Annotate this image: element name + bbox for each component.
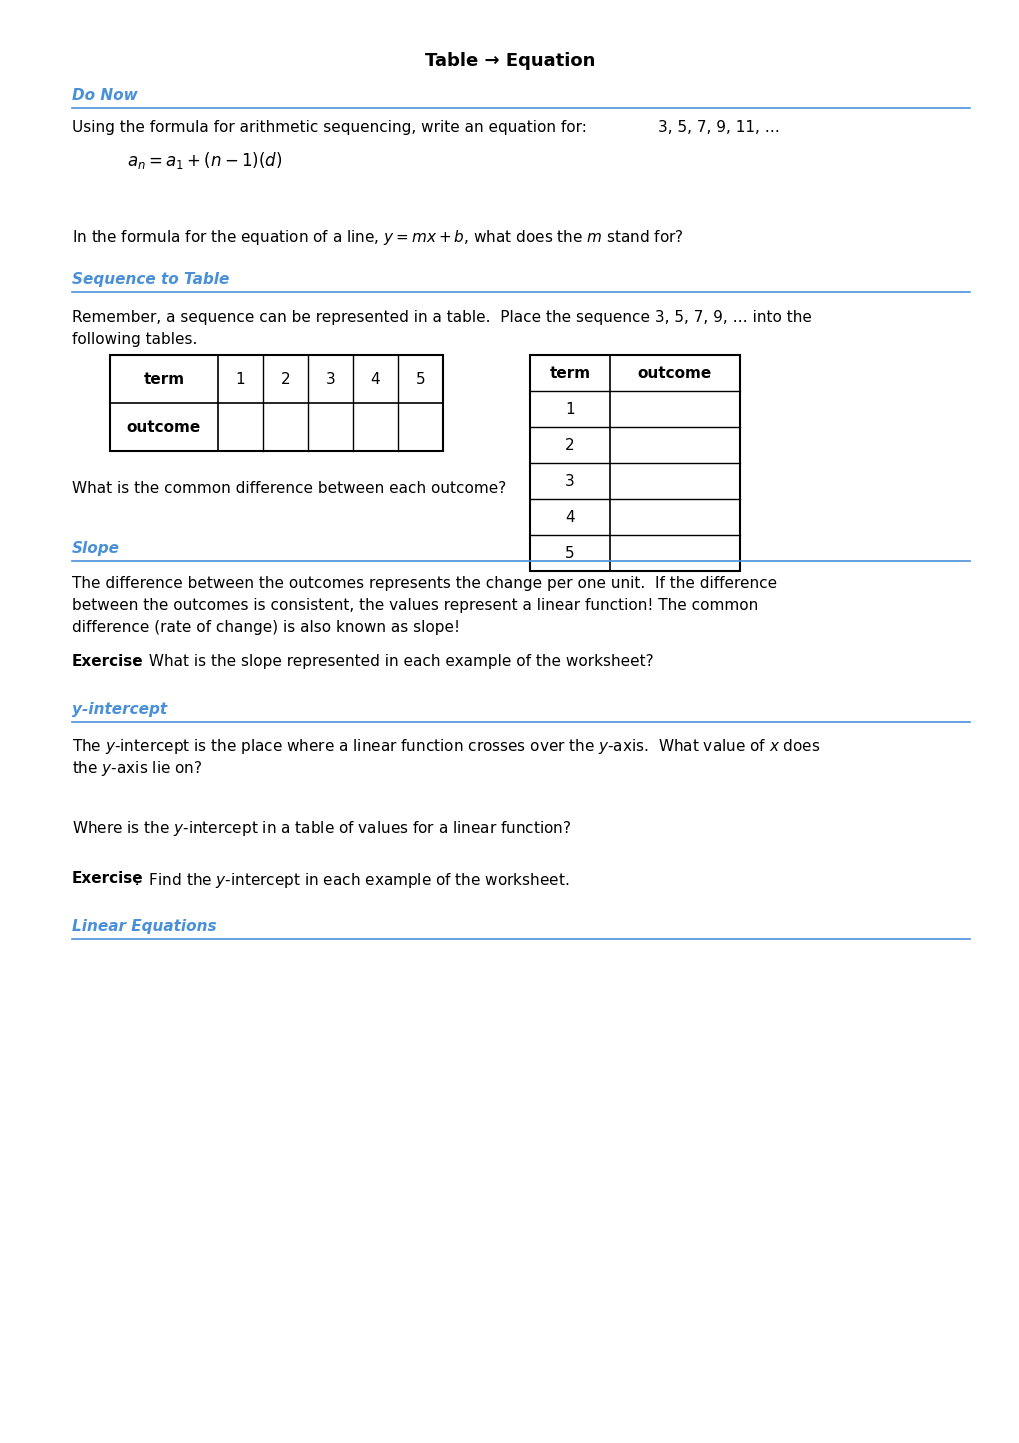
Text: 2: 2 xyxy=(565,437,575,453)
Text: Table → Equation: Table → Equation xyxy=(424,52,595,71)
Text: Exercise: Exercise xyxy=(72,654,144,670)
Text: 5: 5 xyxy=(565,545,575,560)
Text: outcome: outcome xyxy=(126,420,201,434)
Bar xyxy=(530,355,739,571)
Text: 5: 5 xyxy=(416,371,425,387)
Text: Where is the $y$-intercept in a table of values for a linear function?: Where is the $y$-intercept in a table of… xyxy=(72,820,571,838)
Text: Linear Equations: Linear Equations xyxy=(72,919,216,934)
Text: Using the formula for arithmetic sequencing, write an equation for:: Using the formula for arithmetic sequenc… xyxy=(72,120,586,136)
Text: 2: 2 xyxy=(280,371,290,387)
Text: The $y$-intercept is the place where a linear function crosses over the $y$-axis: The $y$-intercept is the place where a l… xyxy=(72,737,819,756)
Text: 3: 3 xyxy=(325,371,335,387)
Bar xyxy=(110,355,442,452)
Text: 4: 4 xyxy=(565,509,575,524)
Text: 3: 3 xyxy=(565,473,575,489)
Text: the $y$-axis lie on?: the $y$-axis lie on? xyxy=(72,759,202,778)
Text: Slope: Slope xyxy=(72,541,120,556)
Text: 1: 1 xyxy=(565,401,575,417)
Text: ː  What is the slope represented in each example of the worksheet?: ː What is the slope represented in each … xyxy=(133,654,653,670)
Text: outcome: outcome xyxy=(637,365,711,381)
Text: 1: 1 xyxy=(235,371,246,387)
Text: between the outcomes is consistent, the values represent a linear function! The : between the outcomes is consistent, the … xyxy=(72,597,757,613)
Text: 4: 4 xyxy=(370,371,380,387)
Text: Do Now: Do Now xyxy=(72,88,138,102)
Text: difference (rate of change) is also known as slope!: difference (rate of change) is also know… xyxy=(72,620,460,635)
Text: y-intercept: y-intercept xyxy=(72,701,167,717)
Text: term: term xyxy=(144,371,184,387)
Text: following tables.: following tables. xyxy=(72,332,198,346)
Text: 3, 5, 7, 9, 11, …: 3, 5, 7, 9, 11, … xyxy=(657,120,780,136)
Text: Exercise: Exercise xyxy=(72,872,144,886)
Text: $a_n = a_1 + (n - 1)(d)$: $a_n = a_1 + (n - 1)(d)$ xyxy=(127,150,282,172)
Text: ː  Find the $y$-intercept in each example of the worksheet.: ː Find the $y$-intercept in each example… xyxy=(133,872,569,890)
Text: term: term xyxy=(549,365,590,381)
Text: The difference between the outcomes represents the change per one unit.  If the : The difference between the outcomes repr… xyxy=(72,576,776,592)
Text: Sequence to Table: Sequence to Table xyxy=(72,271,229,287)
Text: Remember, a sequence can be represented in a table.  Place the sequence 3, 5, 7,: Remember, a sequence can be represented … xyxy=(72,310,811,325)
Text: What is the common difference between each outcome?: What is the common difference between ea… xyxy=(72,481,505,496)
Text: In the formula for the equation of a line, $y = mx + b$, what does the $m$ stand: In the formula for the equation of a lin… xyxy=(72,228,683,247)
